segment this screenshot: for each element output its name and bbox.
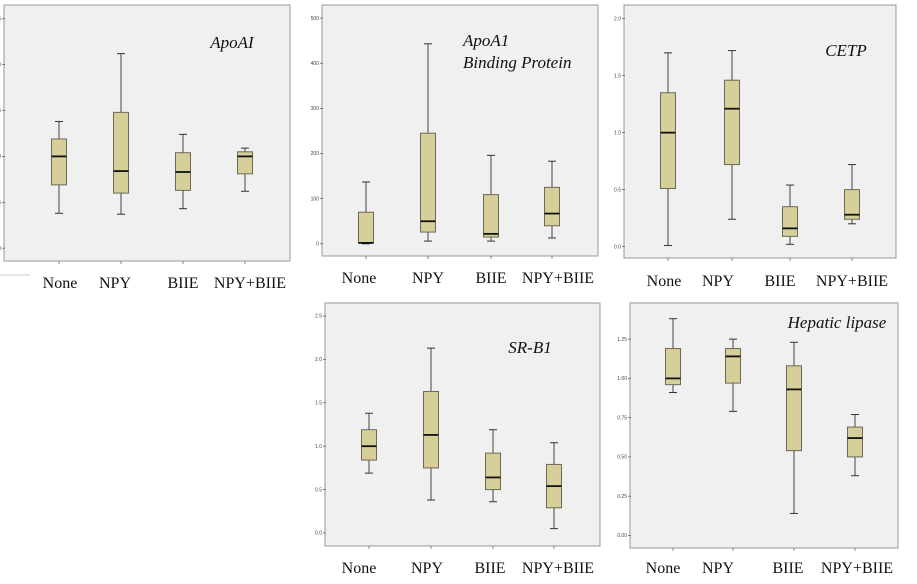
panel-1: 0 100 200 300 400 500 None NPY BIIE NPY+BIIE ApoA1… [311, 4, 599, 287]
box-none [51, 138, 67, 186]
y-tick-label: 0.25 [617, 494, 627, 500]
y-tick-label: 1.00 [617, 376, 627, 382]
y-tick-label: 300 [311, 106, 320, 112]
y-tick-label: 200 [311, 151, 320, 157]
category-label: BIIE [772, 560, 803, 577]
plot-area [324, 302, 601, 547]
box-npy [420, 132, 436, 233]
y-tick-label: 100 [311, 196, 320, 202]
category-label: BIIE [167, 275, 198, 292]
category-label: NPY [702, 273, 734, 290]
category-label: NPY+BIIE [522, 270, 594, 287]
y-tick-label: 0.5 [0, 200, 1, 206]
panel-title: CETP [825, 41, 867, 60]
category-label: None [647, 273, 682, 290]
panel-title: Hepatic lipase [787, 313, 887, 332]
y-tick-label: 0.50 [617, 455, 627, 461]
box-npy-biie [847, 426, 863, 458]
category-label: BIIE [474, 560, 505, 577]
box-npy [724, 79, 740, 166]
category-label: NPY+BIIE [821, 560, 893, 577]
y-tick-label: 2.0 [614, 16, 621, 22]
y-tick-label: 0.75 [617, 415, 627, 421]
panel-subtitle: Binding Protein [463, 53, 571, 72]
y-tick-label: 0.0 [315, 531, 322, 537]
category-label: NPY+BIIE [522, 560, 594, 577]
box-biie [782, 206, 798, 237]
panel-0: 0.0 0.5 1.0 1.5 2.0 2.5 None NPY BIIE NPY+BIIE Apo… [0, 4, 291, 292]
y-tick-label: 1.0 [0, 154, 1, 160]
y-tick-label: 400 [311, 61, 320, 67]
category-label: BIIE [764, 273, 795, 290]
category-label: NPY+BIIE [816, 273, 888, 290]
box-npy-biie [544, 186, 560, 227]
y-tick-label: 2.5 [0, 16, 1, 22]
box-none [665, 348, 681, 386]
category-label: BIIE [475, 270, 506, 287]
category-label: NPY [411, 560, 443, 577]
y-tick-label: 1.0 [315, 444, 322, 450]
y-tick-label: 0.5 [614, 187, 621, 193]
category-label: None [342, 560, 377, 577]
box-none [358, 211, 374, 244]
y-tick-label: 0.5 [315, 487, 322, 493]
y-tick-label: 1.5 [315, 401, 322, 407]
y-tick-label: 2.5 [315, 314, 322, 320]
category-label: None [646, 560, 681, 577]
panel-4: 0.00 0.25 0.50 0.75 1.00 1.25 None NPY BIIE NPY+B… [617, 302, 899, 577]
y-tick-label: 1.5 [614, 73, 621, 79]
category-label: None [43, 275, 78, 292]
y-tick-label: 0.0 [614, 244, 621, 250]
panel-title: SR-B1 [508, 338, 551, 357]
panel-title: ApoAI [209, 33, 255, 52]
y-tick-label: 0 [316, 242, 319, 248]
y-tick-label: 2.0 [315, 357, 322, 363]
box-npy [725, 348, 741, 384]
box-npy [113, 111, 129, 194]
box-none [660, 92, 676, 189]
y-tick-label: 2.0 [0, 62, 1, 68]
y-tick-label: 500 [311, 16, 320, 22]
panel-2: 0.0 0.5 1.0 1.5 2.0 None NPY BIIE NPY+BIIE CETP [614, 4, 897, 290]
y-tick-label: 1.0 [614, 130, 621, 136]
y-tick-label: 1.25 [617, 337, 627, 343]
category-label: NPY+BIIE [214, 275, 286, 292]
y-tick-label: 0.0 [0, 246, 1, 252]
category-label: NPY [702, 560, 734, 577]
box-biie [483, 194, 499, 238]
y-tick-label: 1.5 [0, 108, 1, 114]
box-npy-biie [844, 189, 860, 220]
panel-title: ApoA1 [462, 31, 509, 50]
plot-area [3, 4, 291, 262]
box-npy [423, 391, 439, 469]
category-label: NPY [412, 270, 444, 287]
box-npy-biie [237, 151, 253, 175]
panel-3: 0.0 0.5 1.0 1.5 2.0 2.5 None NPY BIIE NPY+BIIE SR-… [315, 302, 601, 577]
plot-area [629, 302, 899, 549]
box-biie [786, 365, 802, 452]
box-none [361, 429, 377, 461]
y-tick-label: 0.00 [617, 533, 627, 539]
box-biie [485, 452, 501, 491]
category-label: NPY [99, 275, 131, 292]
category-label: None [342, 270, 377, 287]
